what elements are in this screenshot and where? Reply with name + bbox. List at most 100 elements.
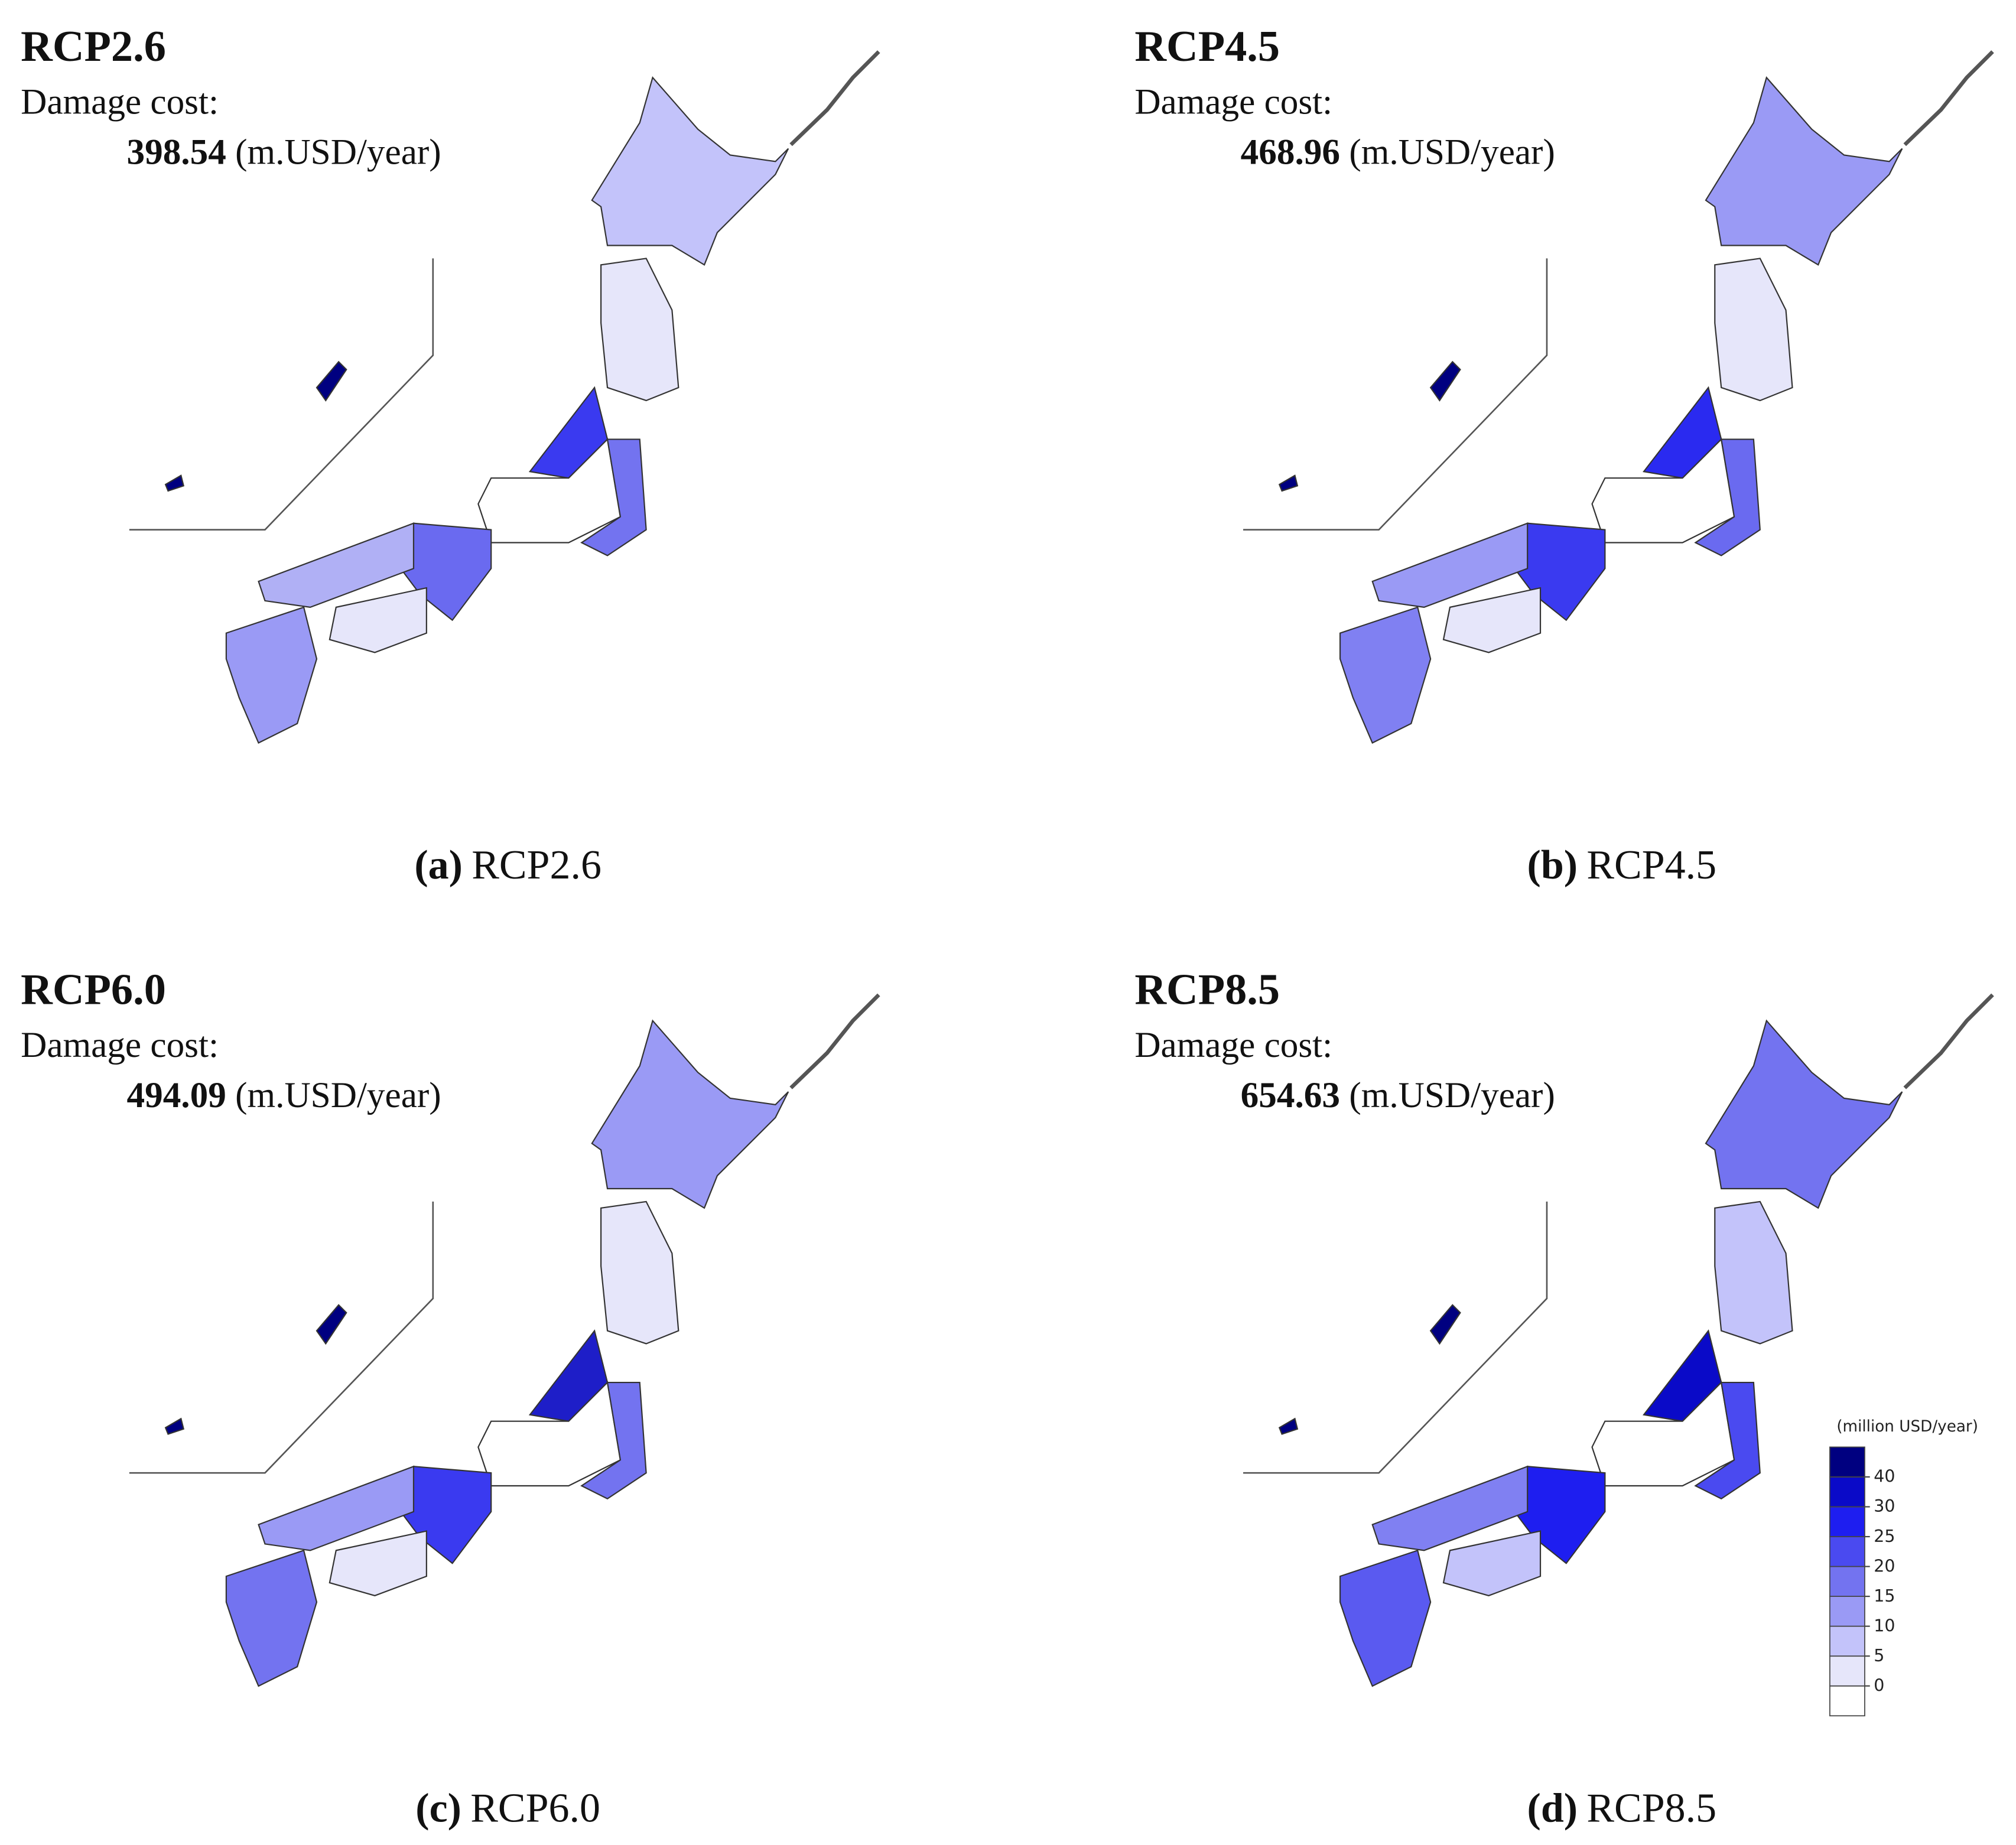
cost-line: 468.96 (m.USD/year) bbox=[1241, 132, 1555, 173]
inset-border bbox=[129, 1201, 434, 1474]
caption: (b) RCP4.5 bbox=[1527, 842, 1717, 888]
caption-text: RCP6.0 bbox=[470, 1786, 600, 1831]
legend-tick-label: 25 bbox=[1874, 1527, 1895, 1546]
region bbox=[164, 1417, 185, 1435]
region bbox=[591, 76, 789, 266]
region bbox=[1694, 1381, 1761, 1500]
region bbox=[316, 1304, 347, 1345]
kuril-islands bbox=[1903, 50, 1994, 147]
map bbox=[1243, 993, 1994, 1687]
region bbox=[1339, 1549, 1432, 1687]
cost-unit: (m.USD/year) bbox=[1349, 132, 1555, 173]
region bbox=[1591, 1381, 1735, 1487]
cost-value: 494.09 bbox=[126, 1075, 226, 1115]
region bbox=[580, 1381, 647, 1500]
region bbox=[1705, 1019, 1903, 1209]
region bbox=[1371, 1465, 1529, 1551]
caption-tag: (a) bbox=[414, 842, 463, 888]
legend-tick-label: 10 bbox=[1874, 1616, 1895, 1635]
legend-title: (million USD/year) bbox=[1836, 1418, 1978, 1436]
caption-text: RCP4.5 bbox=[1586, 842, 1716, 888]
legend-swatch bbox=[1829, 1536, 1865, 1567]
cost-label: Damage cost: bbox=[21, 1025, 219, 1065]
region bbox=[477, 438, 622, 544]
caption-tag: (b) bbox=[1527, 842, 1578, 888]
panel-title: RCP2.6 bbox=[21, 22, 166, 71]
region bbox=[1714, 1200, 1793, 1345]
region bbox=[1371, 522, 1529, 609]
legend-tick-label: 0 bbox=[1874, 1676, 1884, 1696]
cost-unit: (m.USD/year) bbox=[235, 1075, 441, 1115]
legend-tick-label: 15 bbox=[1874, 1586, 1895, 1606]
cost-line: 494.09 (m.USD/year) bbox=[126, 1075, 441, 1115]
region bbox=[1442, 1530, 1542, 1597]
caption: (d) RCP8.5 bbox=[1527, 1786, 1717, 1831]
region bbox=[225, 606, 318, 744]
legend-swatch bbox=[1829, 1596, 1865, 1627]
region bbox=[1694, 438, 1761, 557]
legend-swatch bbox=[1829, 1446, 1865, 1478]
region bbox=[316, 360, 347, 402]
region bbox=[225, 1549, 318, 1687]
legend-tick-label: 5 bbox=[1874, 1646, 1884, 1665]
region bbox=[1705, 76, 1903, 266]
map bbox=[129, 993, 880, 1687]
region bbox=[580, 438, 647, 557]
map bbox=[129, 50, 880, 744]
legend-swatch bbox=[1829, 1685, 1865, 1717]
region bbox=[477, 1381, 622, 1487]
cost-line: 398.54 (m.USD/year) bbox=[126, 132, 441, 173]
caption-tag: (d) bbox=[1527, 1786, 1578, 1831]
legend-tick-label: 20 bbox=[1874, 1556, 1895, 1576]
cost-unit: (m.USD/year) bbox=[1349, 1075, 1555, 1115]
caption: (c) RCP6.0 bbox=[415, 1786, 600, 1831]
legend-tick-label: 40 bbox=[1874, 1467, 1895, 1486]
region bbox=[329, 1530, 427, 1597]
legend-swatch bbox=[1829, 1506, 1865, 1537]
caption-text: RCP8.5 bbox=[1586, 1786, 1716, 1831]
panel-title: RCP6.0 bbox=[21, 965, 166, 1014]
region bbox=[329, 587, 427, 653]
cost-value: 654.63 bbox=[1241, 1075, 1340, 1115]
kuril-islands bbox=[1903, 993, 1994, 1089]
cost-line: 654.63 (m.USD/year) bbox=[1241, 1075, 1555, 1115]
legend-tick-label: 30 bbox=[1874, 1496, 1895, 1516]
caption: (a) RCP2.6 bbox=[414, 842, 601, 888]
region bbox=[600, 1200, 679, 1345]
kuril-islands bbox=[789, 50, 880, 147]
cost-label: Damage cost: bbox=[21, 82, 219, 122]
region bbox=[258, 1465, 415, 1551]
caption-text: RCP2.6 bbox=[472, 842, 601, 888]
cost-unit: (m.USD/year) bbox=[235, 132, 441, 173]
caption-tag: (c) bbox=[415, 1786, 461, 1831]
cost-value: 398.54 bbox=[126, 132, 226, 173]
region bbox=[591, 1019, 789, 1209]
cost-value: 468.96 bbox=[1241, 132, 1340, 173]
panel-title: RCP4.5 bbox=[1134, 22, 1280, 71]
region bbox=[258, 522, 415, 609]
inset-border bbox=[1243, 258, 1548, 531]
region bbox=[1278, 474, 1299, 492]
cost-label: Damage cost: bbox=[1134, 1025, 1332, 1065]
legend-swatch bbox=[1829, 1625, 1865, 1657]
inset-border bbox=[1243, 1201, 1548, 1474]
inset-border bbox=[129, 258, 434, 531]
region bbox=[1278, 1417, 1299, 1435]
region bbox=[1714, 258, 1793, 402]
map bbox=[1243, 50, 1994, 744]
cost-label: Damage cost: bbox=[1134, 82, 1332, 122]
region bbox=[1429, 360, 1461, 402]
legend-swatch bbox=[1829, 1655, 1865, 1687]
region bbox=[1591, 438, 1735, 544]
legend-swatch bbox=[1829, 1566, 1865, 1597]
region bbox=[1339, 606, 1432, 744]
panel-title: RCP8.5 bbox=[1134, 965, 1280, 1014]
region bbox=[1442, 587, 1542, 653]
kuril-islands bbox=[789, 993, 880, 1089]
region bbox=[600, 258, 679, 402]
